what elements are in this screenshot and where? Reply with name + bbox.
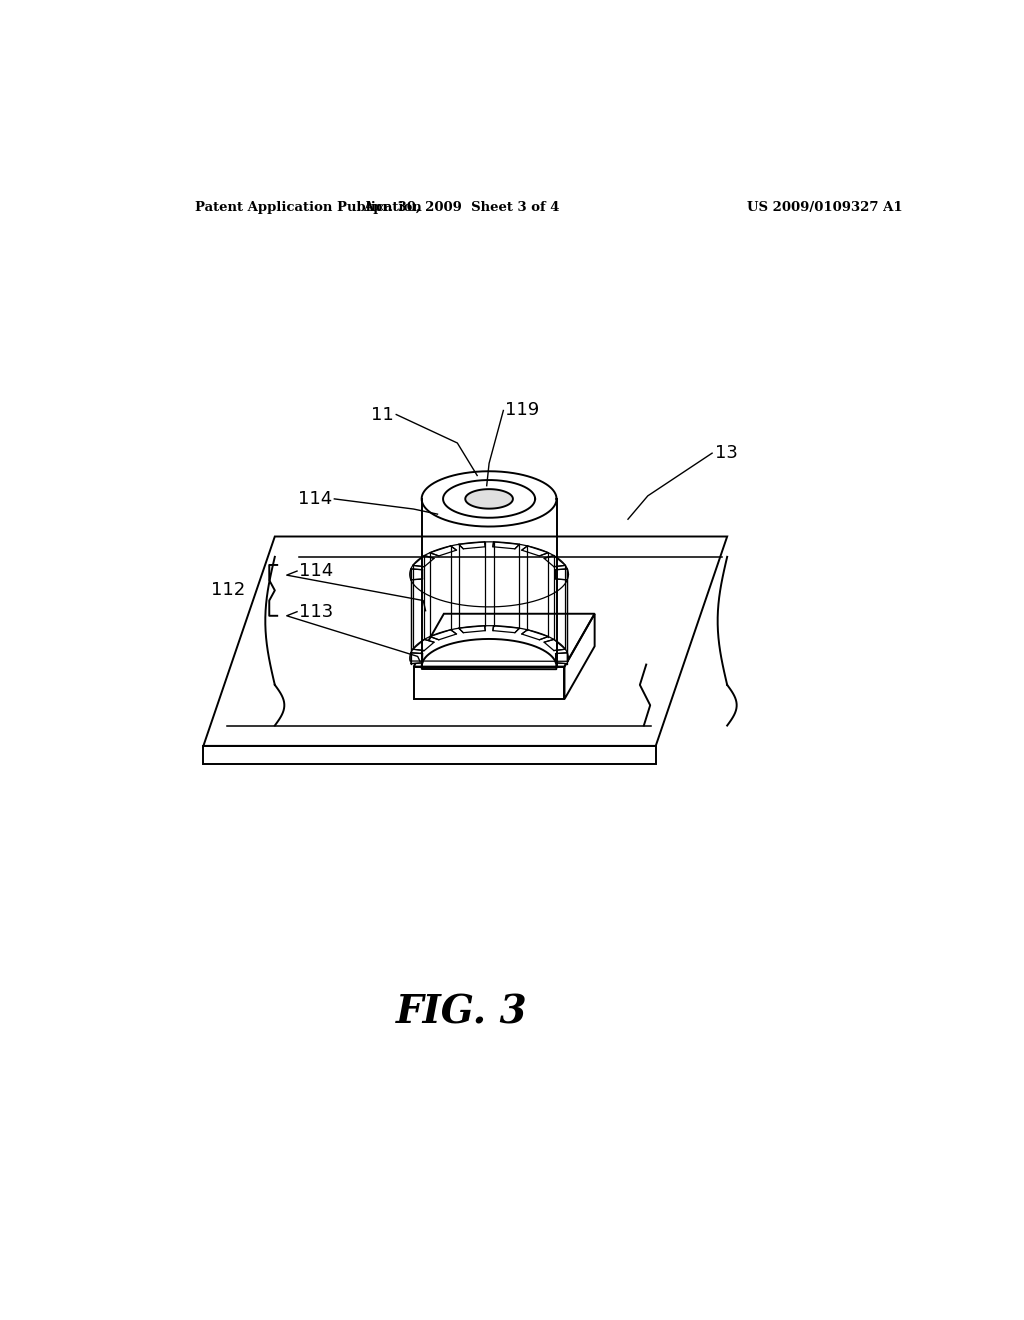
Polygon shape bbox=[521, 630, 548, 640]
Polygon shape bbox=[430, 546, 457, 556]
Polygon shape bbox=[556, 653, 567, 664]
Text: 11: 11 bbox=[371, 405, 394, 424]
Polygon shape bbox=[411, 569, 423, 579]
Polygon shape bbox=[413, 639, 434, 651]
Polygon shape bbox=[544, 639, 565, 651]
Polygon shape bbox=[413, 556, 434, 566]
Text: 112: 112 bbox=[211, 581, 246, 599]
Text: 113: 113 bbox=[299, 603, 333, 620]
Polygon shape bbox=[556, 569, 567, 579]
Text: Patent Application Publication: Patent Application Publication bbox=[196, 201, 422, 214]
Text: Apr. 30, 2009  Sheet 3 of 4: Apr. 30, 2009 Sheet 3 of 4 bbox=[364, 201, 559, 214]
Text: FIG. 3: FIG. 3 bbox=[395, 993, 527, 1031]
Polygon shape bbox=[459, 626, 485, 632]
Polygon shape bbox=[430, 630, 457, 640]
Text: 119: 119 bbox=[505, 401, 540, 420]
Polygon shape bbox=[493, 626, 519, 632]
Polygon shape bbox=[459, 543, 485, 549]
Polygon shape bbox=[521, 546, 548, 556]
Text: 13: 13 bbox=[715, 444, 738, 462]
Polygon shape bbox=[411, 653, 423, 664]
Polygon shape bbox=[544, 556, 565, 566]
Text: US 2009/0109327 A1: US 2009/0109327 A1 bbox=[748, 201, 902, 214]
Polygon shape bbox=[493, 543, 519, 549]
Text: 114: 114 bbox=[299, 490, 333, 508]
Polygon shape bbox=[465, 490, 513, 508]
Text: 114: 114 bbox=[299, 562, 333, 579]
